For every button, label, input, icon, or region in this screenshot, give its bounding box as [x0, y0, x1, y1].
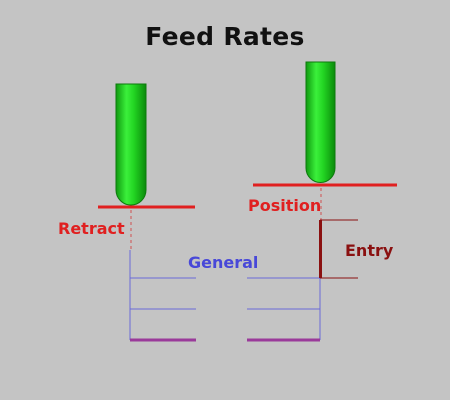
- end-mill-tool-icon: [115, 83, 147, 206]
- general-label: General: [188, 253, 258, 272]
- page-title: Feed Rates: [145, 22, 305, 51]
- retract-label: Retract: [58, 219, 125, 238]
- end-mill-tool-icon: [305, 61, 336, 183]
- position-label: Position: [248, 196, 321, 215]
- entry-label: Entry: [345, 241, 394, 260]
